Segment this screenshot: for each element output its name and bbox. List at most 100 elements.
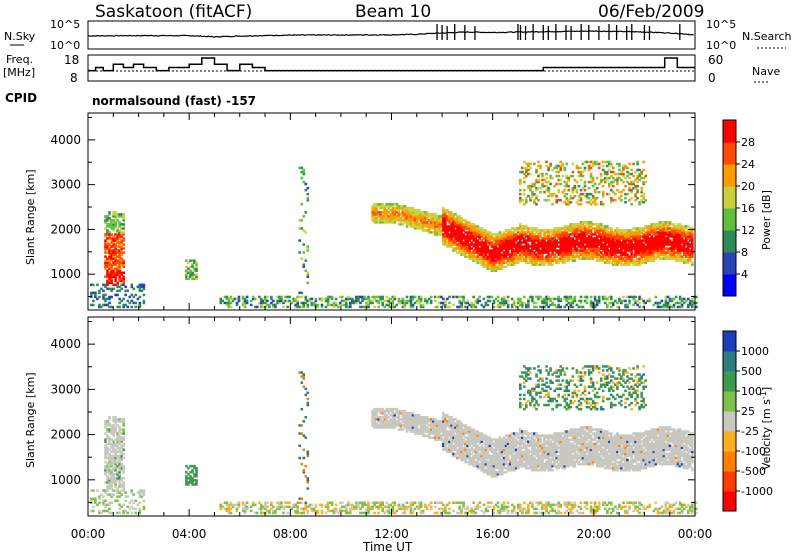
power-cell <box>593 160 597 164</box>
power-cell <box>110 269 113 272</box>
power-cell <box>492 251 496 254</box>
nsky-left-label: N.Sky <box>4 30 36 43</box>
power-cell <box>444 221 447 224</box>
power-cell <box>500 243 504 246</box>
power-cell <box>225 303 229 307</box>
power-cell <box>559 305 562 309</box>
power-cell <box>664 247 668 250</box>
velocity-cell <box>405 501 409 504</box>
power-cell <box>660 235 664 238</box>
power-cell <box>561 233 565 236</box>
power-cell <box>547 166 550 170</box>
power-cell <box>417 225 421 228</box>
power-cell <box>474 233 478 236</box>
power-cell <box>421 217 425 220</box>
power-cell <box>122 237 125 240</box>
power-cell <box>118 259 121 262</box>
power-cell <box>490 263 494 266</box>
power-cell <box>415 211 419 214</box>
power-cell <box>478 259 482 262</box>
power-cell <box>632 243 635 246</box>
power-cell <box>527 253 530 256</box>
power-cell <box>612 184 615 188</box>
power-cell <box>573 235 577 238</box>
power-cell <box>644 199 647 202</box>
power-cell <box>638 227 641 230</box>
power-cell <box>563 225 567 228</box>
power-cell <box>118 265 121 268</box>
power-cell <box>120 257 123 260</box>
power-cell <box>401 299 405 303</box>
velocity-cell <box>391 507 395 511</box>
power-cell <box>276 295 279 299</box>
velocity-cell <box>387 426 391 429</box>
power-cell <box>401 211 405 214</box>
power-cell <box>608 295 611 299</box>
power-cell <box>660 247 664 250</box>
power-cell <box>427 213 431 216</box>
power-cell <box>381 221 384 224</box>
power-cell <box>620 241 623 244</box>
velocity-cell <box>116 477 119 480</box>
power-cell <box>417 301 421 305</box>
power-cell <box>626 239 629 242</box>
velocity-cell <box>258 501 261 504</box>
power-cell <box>537 243 540 246</box>
power-cell <box>622 299 625 303</box>
power-cell <box>684 253 688 256</box>
velocity-cell <box>391 412 395 415</box>
velocity-cell <box>407 418 411 421</box>
velocity-cell <box>187 481 190 484</box>
power-cell <box>112 273 115 276</box>
power-cell <box>516 247 520 250</box>
power-cell <box>634 239 637 242</box>
velocity-cell <box>110 477 113 480</box>
power-cell <box>516 227 520 230</box>
power-cell <box>557 188 560 192</box>
power-cell <box>660 305 664 309</box>
velocity-cell <box>298 501 301 504</box>
power-cell <box>110 259 113 262</box>
power-cell <box>654 229 658 232</box>
power-cell <box>668 247 672 250</box>
power-cell <box>314 299 318 303</box>
power-cell <box>397 217 401 220</box>
power-cell <box>682 229 686 232</box>
power-cell <box>553 247 556 250</box>
power-cell <box>549 162 552 166</box>
power-cell <box>468 253 471 256</box>
power-cell <box>640 245 643 248</box>
power-cell <box>525 170 528 174</box>
power-cell <box>189 259 192 262</box>
power-cell <box>470 247 473 250</box>
power-cell <box>413 227 417 230</box>
velocity-cell <box>306 487 310 490</box>
power-cell <box>541 182 544 186</box>
power-cell <box>395 303 399 307</box>
power-cell <box>460 219 463 222</box>
power-cell <box>565 245 569 248</box>
power-cell <box>622 247 625 250</box>
velocity-cell <box>122 509 125 513</box>
power-cell <box>500 247 504 250</box>
power-cell <box>519 249 522 252</box>
velocity-cell <box>379 501 382 504</box>
power-cell <box>466 299 469 303</box>
power-cell <box>120 279 123 283</box>
velocity-cell <box>138 509 142 513</box>
power-cell <box>427 219 431 222</box>
velocity-cell <box>302 420 306 423</box>
power-cell <box>549 243 552 246</box>
power-cell <box>587 247 591 250</box>
power-cell <box>514 237 518 240</box>
power-cell <box>585 231 589 234</box>
power-cell <box>612 180 615 184</box>
power-cell <box>543 199 546 202</box>
power-cell <box>490 295 494 299</box>
velocity-cell <box>108 507 111 511</box>
power-cell <box>599 227 603 230</box>
power-cell <box>567 249 571 252</box>
power-cell <box>112 261 115 264</box>
power-cell <box>638 297 641 301</box>
power-cell <box>140 285 144 289</box>
